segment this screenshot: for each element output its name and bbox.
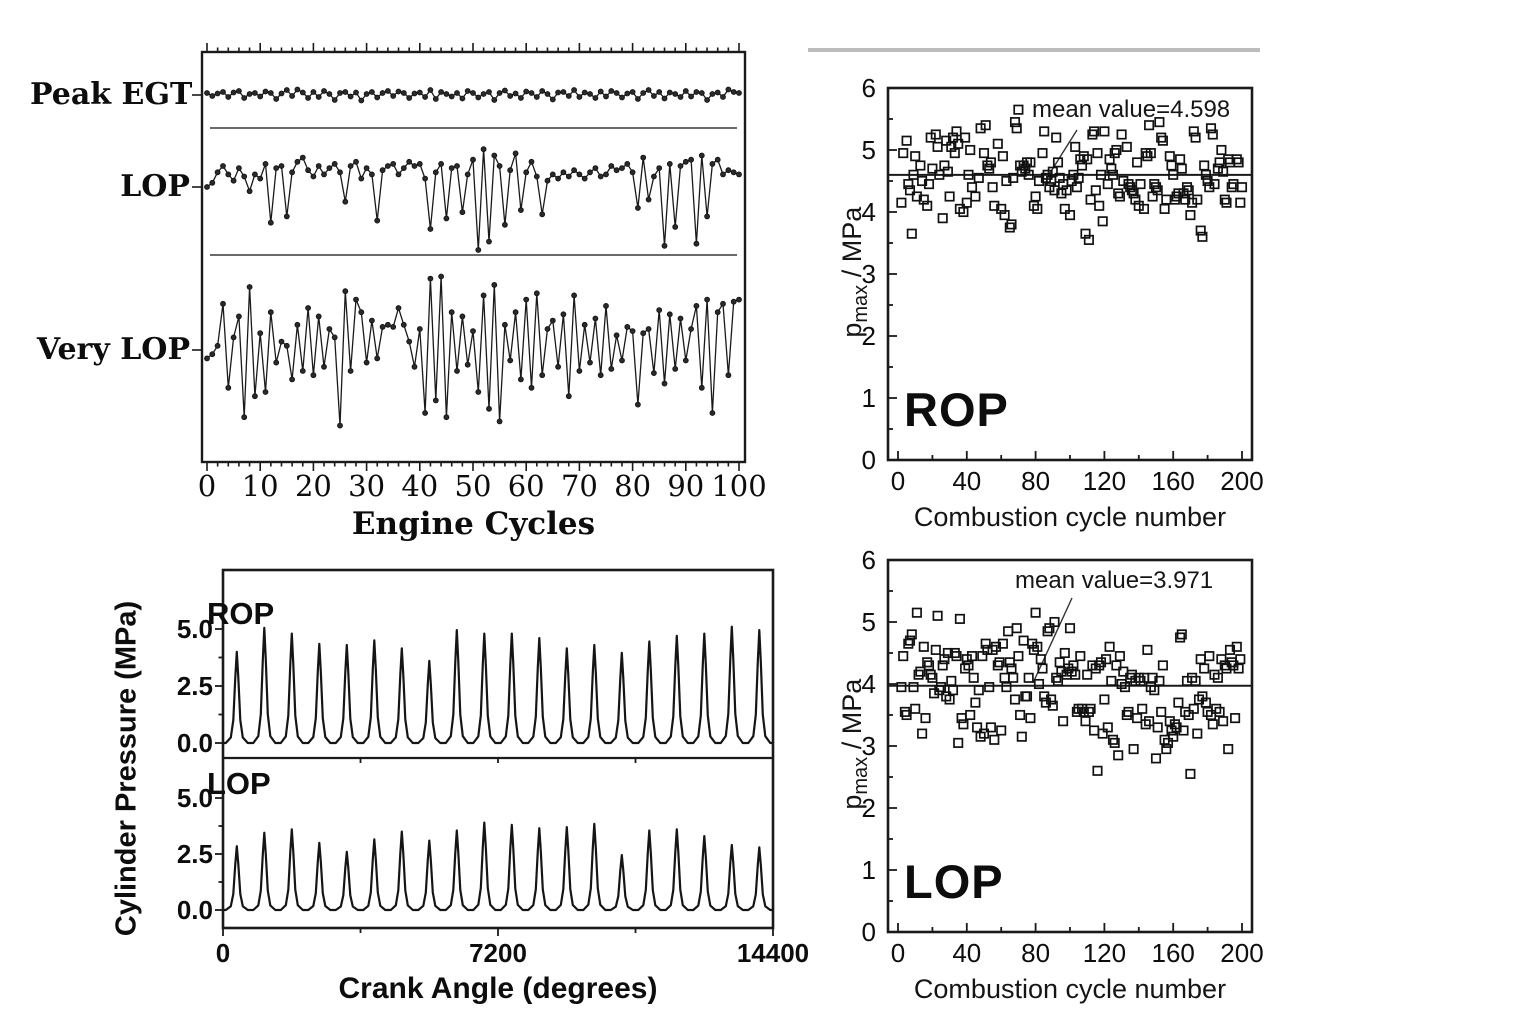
pmax-symbol: p (836, 794, 867, 810)
tick-label: 160 (1152, 466, 1195, 496)
tick-label: 2.5 (177, 671, 213, 701)
pmax-subscript: max (850, 284, 873, 323)
tick-label: 50 (455, 469, 492, 503)
tick-label: 0 (891, 466, 905, 496)
pmax-units: / MPa (836, 678, 867, 757)
cycles-axes (192, 43, 740, 471)
pressure-plot: 0.0 2.5 5.0 0.0 2.5 5.0 0 7200 14400 (177, 568, 809, 968)
tick-label: 200 (1220, 466, 1263, 496)
rop-condition-label: ROP (904, 383, 1009, 436)
tick-label: 40 (401, 469, 438, 503)
series-label-very-lop: Very LOP (36, 332, 190, 367)
section-divider-rule (808, 48, 1260, 52)
rop-scatter-xlabel: Combustion cycle number (913, 502, 1227, 532)
cycles-plot-box (200, 50, 747, 464)
tick-label: 5.0 (177, 783, 213, 813)
lop-scatter-points (896, 607, 1246, 779)
tick-label: 60 (508, 469, 545, 503)
series-label-peak-egt: Peak EGT (30, 77, 193, 112)
pmax-symbol: p (836, 322, 867, 338)
tick-label: 0.0 (177, 895, 213, 925)
tick-label: 5.0 (177, 614, 213, 644)
tick-label: 2 (862, 793, 876, 823)
lop-condition-label: LOP (904, 855, 1004, 908)
pressure-ylabel: Cylinder Pressure (MPa) (110, 600, 143, 937)
lop-scatter-plot: 0 1 2 3 4 5 6 0 40 80 120 160 200 (862, 545, 1264, 968)
tick-label: 30 (348, 469, 385, 503)
tick-label: 200 (1220, 938, 1263, 968)
tick-label: 3 (862, 731, 876, 761)
pressure-panel-label-lop: LOP (207, 766, 271, 801)
engine-cycles-chart: Peak EGT LOP Very LOP 0 10 20 30 40 50 60 70 80 9… (30, 28, 775, 543)
tick-label: 1 (862, 383, 876, 413)
tick-label: 120 (1083, 938, 1126, 968)
series-label-lop: LOP (120, 169, 190, 204)
tick-label: 120 (1083, 466, 1126, 496)
tick-label: 80 (614, 469, 651, 503)
lop-scatter-xlabel: Combustion cycle number (913, 974, 1227, 1004)
tick-label: 0 (216, 938, 230, 968)
pressure-plot-box (221, 568, 775, 930)
lop-scatter-chart: pmax / MPa 0 1 2 3 4 5 6 0 40 80 120 160 200 mean va… (800, 540, 1380, 1011)
cycles-series-0 (204, 86, 742, 104)
cylinder-pressure-chart: Cylinder Pressure (MPa) 0.0 2.5 5.0 0.0 2.5 5… (95, 556, 809, 1011)
engine-cycles-xlabel: Engine Cycles (351, 506, 596, 542)
tick-label: 4 (862, 669, 876, 699)
engine-cycles-plot: 0 10 20 30 40 50 60 70 80 90 100 (192, 43, 767, 503)
tick-label: 40 (952, 938, 981, 968)
pressure-trace-ROP (223, 625, 773, 745)
tick-label: 90 (667, 469, 704, 503)
tick-label: 10 (242, 469, 279, 503)
tick-label: 6 (862, 73, 876, 103)
pmax-units: / MPa (836, 206, 867, 285)
tick-label: 7200 (469, 938, 527, 968)
rop-scatter-axes (888, 87, 1243, 461)
rop-scatter-points (896, 104, 1248, 245)
rop-mean-annotation: mean value=4.598 (1032, 96, 1231, 123)
tick-label: 4 (862, 197, 876, 227)
rop-scatter-chart: pmax / MPa 0 1 2 3 4 5 6 0 40 80 120 160 200 mean va… (800, 68, 1380, 538)
tick-label: 2 (862, 321, 876, 351)
pressure-xlabel: Crank Angle (degrees) (338, 972, 658, 1005)
tick-label: 0 (862, 917, 876, 947)
pressure-panel-label-rop: ROP (207, 596, 275, 631)
lop-scatter-annotation-pointer (1032, 597, 1073, 684)
pmax-subscript: max (850, 756, 873, 795)
cycles-series-2 (204, 273, 742, 429)
tick-label: 0 (862, 445, 876, 475)
tick-label: 70 (561, 469, 598, 503)
pressure-trace-LOP (223, 821, 773, 912)
tick-label: 0.0 (177, 728, 213, 758)
rop-scatter-plot-box (886, 86, 1254, 462)
tick-label: 5 (862, 607, 876, 637)
tick-label: 0 (891, 938, 905, 968)
tick-label: 5 (862, 135, 876, 165)
tick-label: 14400 (737, 938, 809, 968)
cycles-series-1 (204, 146, 742, 253)
tick-label: 160 (1152, 938, 1195, 968)
tick-label: 6 (862, 545, 876, 575)
tick-label: 1 (862, 855, 876, 885)
lop-scatter-ylabel: pmax / MPa (837, 634, 873, 854)
tick-label: 80 (1021, 466, 1050, 496)
tick-label: 40 (952, 466, 981, 496)
tick-label: 3 (862, 259, 876, 289)
tick-label: 100 (711, 469, 766, 503)
rop-scatter-plot: 0 1 2 3 4 5 6 0 40 80 120 160 200 (862, 73, 1264, 496)
pressure-axes (215, 628, 774, 936)
tick-label: 2.5 (177, 839, 213, 869)
lop-mean-annotation: mean value=3.971 (1015, 567, 1214, 594)
tick-label: 80 (1021, 938, 1050, 968)
tick-label: 20 (295, 469, 332, 503)
lop-scatter-plot-box (886, 558, 1254, 934)
tick-label: 0 (198, 469, 216, 503)
rop-scatter-ylabel: pmax / MPa (837, 162, 873, 382)
